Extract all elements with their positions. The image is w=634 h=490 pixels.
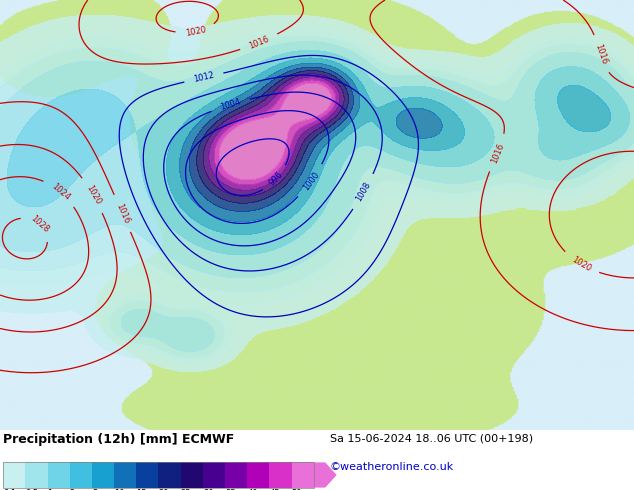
Text: 1016: 1016 <box>593 43 609 66</box>
Text: 1004: 1004 <box>219 98 242 112</box>
Text: 1016: 1016 <box>489 141 505 164</box>
Text: 1012: 1012 <box>193 71 215 84</box>
Bar <box>158 463 181 488</box>
FancyArrow shape <box>314 463 337 488</box>
Bar <box>292 463 314 488</box>
Bar <box>48 463 70 488</box>
Text: 1024: 1024 <box>49 182 71 202</box>
Text: 1016: 1016 <box>247 34 271 50</box>
Bar <box>225 463 247 488</box>
Bar <box>70 463 92 488</box>
Text: Sa 15-06-2024 18..06 UTC (00+198): Sa 15-06-2024 18..06 UTC (00+198) <box>330 433 533 443</box>
Bar <box>203 463 225 488</box>
Text: 1020: 1020 <box>184 25 207 38</box>
Bar <box>3 463 25 488</box>
Text: Precipitation (12h) [mm] ECMWF: Precipitation (12h) [mm] ECMWF <box>3 433 235 446</box>
Text: 1028: 1028 <box>29 214 50 235</box>
Bar <box>247 463 269 488</box>
Text: 996: 996 <box>267 170 285 188</box>
Text: 1008: 1008 <box>354 180 373 203</box>
Text: ©weatheronline.co.uk: ©weatheronline.co.uk <box>330 462 454 472</box>
Bar <box>181 463 203 488</box>
Text: 1020: 1020 <box>570 255 592 273</box>
Text: 1016: 1016 <box>114 202 131 225</box>
Text: 1020: 1020 <box>84 184 102 206</box>
Bar <box>114 463 136 488</box>
Bar <box>3 463 314 488</box>
Bar <box>136 463 158 488</box>
Bar <box>269 463 292 488</box>
Bar <box>92 463 114 488</box>
Text: 1000: 1000 <box>301 170 321 192</box>
Bar <box>25 463 48 488</box>
